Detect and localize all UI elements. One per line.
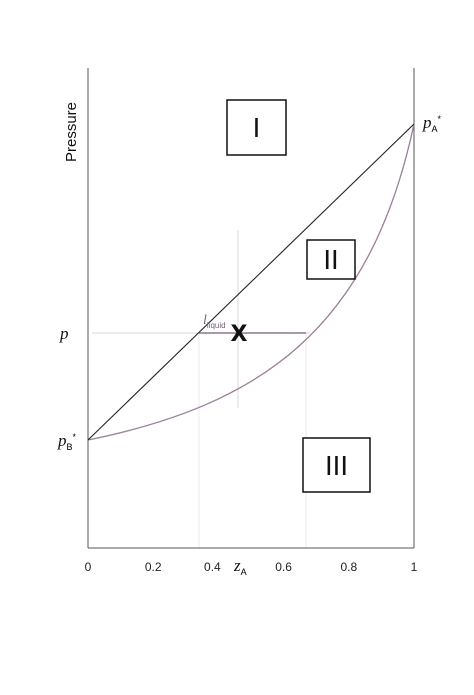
x-tick-label: 0.4: [204, 560, 221, 574]
y-axis-label: Pressure: [63, 102, 80, 162]
pb-star-label: pB*: [57, 431, 77, 452]
region-label-1: I: [253, 114, 261, 144]
region-box-3: [302, 437, 371, 493]
region-label-2: II: [323, 246, 338, 276]
liquid-label: lliquid: [203, 313, 226, 330]
x-tick-label: 0: [85, 560, 92, 574]
region-box-2: [306, 239, 356, 280]
region-box-1: [226, 99, 287, 156]
vapour-curve: [87, 123, 415, 441]
x-axis-label: zA: [233, 556, 247, 577]
x-tick-label: 1: [411, 560, 418, 574]
region-label-3: III: [325, 452, 348, 482]
x-tick-label: 0.2: [145, 560, 162, 574]
x-tick-label: 0.8: [340, 560, 357, 574]
liquid-label-main: l: [203, 313, 207, 328]
x-tick-labels: 0 0.2 0.4 0.6 0.8 1: [85, 560, 418, 574]
liquid-label-sub: liquid: [207, 321, 226, 330]
mixture-marker: X: [231, 322, 248, 347]
x-tick-label: 0.6: [275, 560, 292, 574]
liquid-line: [87, 123, 415, 441]
pa-star-label: pA*: [422, 113, 442, 134]
p-label: p: [59, 324, 69, 343]
